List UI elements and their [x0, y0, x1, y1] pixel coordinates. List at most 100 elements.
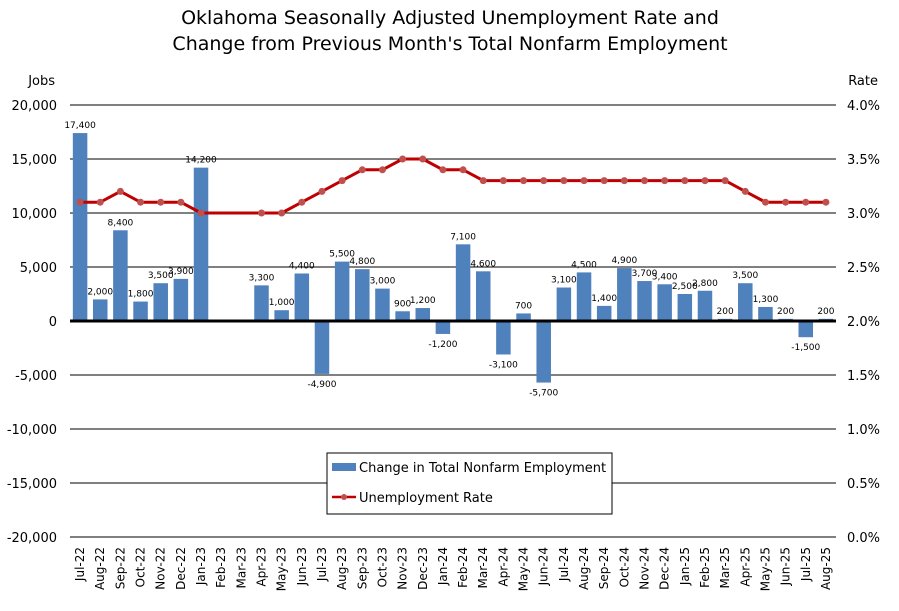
data-label: 4,900 — [611, 256, 637, 266]
data-label: 3,400 — [652, 272, 678, 282]
y-tick-right: 4.0% — [847, 99, 880, 114]
data-label: 3,100 — [551, 276, 577, 286]
bar — [798, 321, 814, 338]
y-axis-left: 20,000 15,000 10,000 5,000 0 -5,000 -10,000 -15… — [7, 99, 57, 546]
bar — [455, 244, 471, 321]
x-tick-label: Aug-23 — [335, 547, 349, 590]
data-label: 2,800 — [692, 279, 718, 289]
rate-point — [661, 177, 669, 185]
bar — [314, 321, 330, 374]
bar — [193, 167, 209, 321]
data-label: 200 — [777, 307, 794, 317]
legend-label-employment: Change in Total Nonfarm Employment — [359, 461, 606, 476]
data-label: 1,800 — [128, 290, 154, 300]
rate-point — [76, 198, 84, 206]
bar — [617, 268, 632, 321]
bar — [556, 287, 572, 321]
x-tick-label: Apr-23 — [255, 547, 269, 587]
y-tick-left: 5,000 — [20, 261, 57, 276]
bar — [375, 288, 390, 321]
x-tick-label: Jan-25 — [678, 547, 692, 586]
data-label: 700 — [515, 301, 532, 311]
line-series — [76, 155, 830, 217]
rate-point — [520, 177, 528, 185]
data-label: 3,500 — [148, 271, 174, 281]
x-tick-label: Feb-23 — [214, 547, 228, 588]
rate-point — [701, 177, 709, 185]
y-tick-left: 15,000 — [12, 153, 58, 168]
x-tick-label: Jun-24 — [537, 547, 551, 586]
data-label: 200 — [717, 307, 734, 317]
data-label: 3,900 — [168, 267, 194, 277]
rate-point — [358, 166, 366, 174]
rate-point — [338, 177, 346, 185]
data-label: -4,900 — [307, 380, 336, 390]
bar — [475, 271, 491, 321]
x-tick-label: Feb-24 — [456, 547, 470, 588]
rate-point — [258, 209, 265, 217]
y-tick-left: -20,000 — [7, 531, 57, 546]
x-tick-label: Sep-23 — [355, 547, 369, 589]
x-tick-label: Aug-25 — [819, 547, 833, 590]
legend-box — [326, 452, 613, 515]
x-tick-label: Nov-22 — [154, 547, 168, 590]
y-tick-left: -5,000 — [15, 369, 57, 384]
rate-point — [761, 198, 769, 206]
rate-point — [782, 198, 790, 206]
data-label: 4,800 — [349, 257, 375, 267]
rate-point — [620, 177, 628, 185]
data-label: 3,700 — [632, 269, 658, 279]
x-tick-label: Dec-23 — [416, 547, 430, 590]
x-tick-label: Nov-23 — [396, 547, 410, 590]
bar — [496, 321, 511, 355]
x-tick-label: Jul-23 — [315, 547, 329, 582]
rate-point — [378, 166, 386, 174]
data-label: 1,300 — [753, 295, 779, 305]
y-tick-left: 20,000 — [12, 99, 58, 114]
rate-point — [298, 198, 306, 206]
x-tick-label: Sep-22 — [113, 547, 127, 589]
legend-line-marker — [341, 494, 347, 500]
x-axis: Jul-22 Aug-22 Sep-22 Oct-22 Nov-22 Dec-22 Jan-… — [73, 547, 833, 591]
rate-point — [479, 177, 487, 185]
rate-point — [560, 177, 568, 185]
bar — [274, 310, 289, 321]
bar — [576, 272, 592, 321]
bar — [536, 321, 551, 383]
bar — [415, 308, 431, 321]
rate-point — [721, 177, 729, 185]
data-label: 3,000 — [370, 277, 396, 287]
data-label: -1,200 — [428, 340, 457, 350]
bar — [334, 261, 350, 321]
legend-label-rate: Unemployment Rate — [359, 491, 493, 506]
legend: Change in Total Nonfarm Employment Unemp… — [326, 452, 613, 515]
rate-point — [419, 155, 427, 163]
x-tick-label: Mar-24 — [476, 547, 490, 588]
rate-point — [318, 187, 326, 195]
rate-point — [439, 166, 447, 174]
rate-point — [459, 166, 467, 174]
data-labels: 17,4002,0008,4001,8003,5003,90014,2003,3… — [64, 121, 834, 398]
data-label: 2,000 — [87, 287, 113, 297]
rate-point — [177, 198, 185, 206]
x-tick-label: Apr-24 — [496, 547, 510, 587]
data-label: 7,100 — [450, 232, 476, 242]
x-tick-label: Jul-25 — [799, 547, 813, 582]
x-tick-label: May-24 — [517, 547, 531, 591]
x-tick-label: Sep-24 — [597, 547, 611, 589]
legend-bar-swatch — [332, 463, 356, 471]
x-tick-label: Jul-22 — [73, 547, 87, 582]
bar — [738, 283, 753, 321]
chart-title-line-1: Oklahoma Seasonally Adjusted Unemploymen… — [181, 7, 719, 29]
data-label: 200 — [817, 307, 834, 317]
rate-point — [540, 177, 548, 185]
rate-point — [137, 198, 145, 206]
y-axis-left-label: Jobs — [27, 74, 55, 89]
x-tick-label: Nov-24 — [638, 547, 652, 590]
x-tick-label: Jul-24 — [557, 547, 571, 582]
bar — [697, 290, 713, 321]
rate-point — [399, 155, 407, 163]
bar — [133, 301, 148, 321]
bar — [254, 285, 269, 321]
